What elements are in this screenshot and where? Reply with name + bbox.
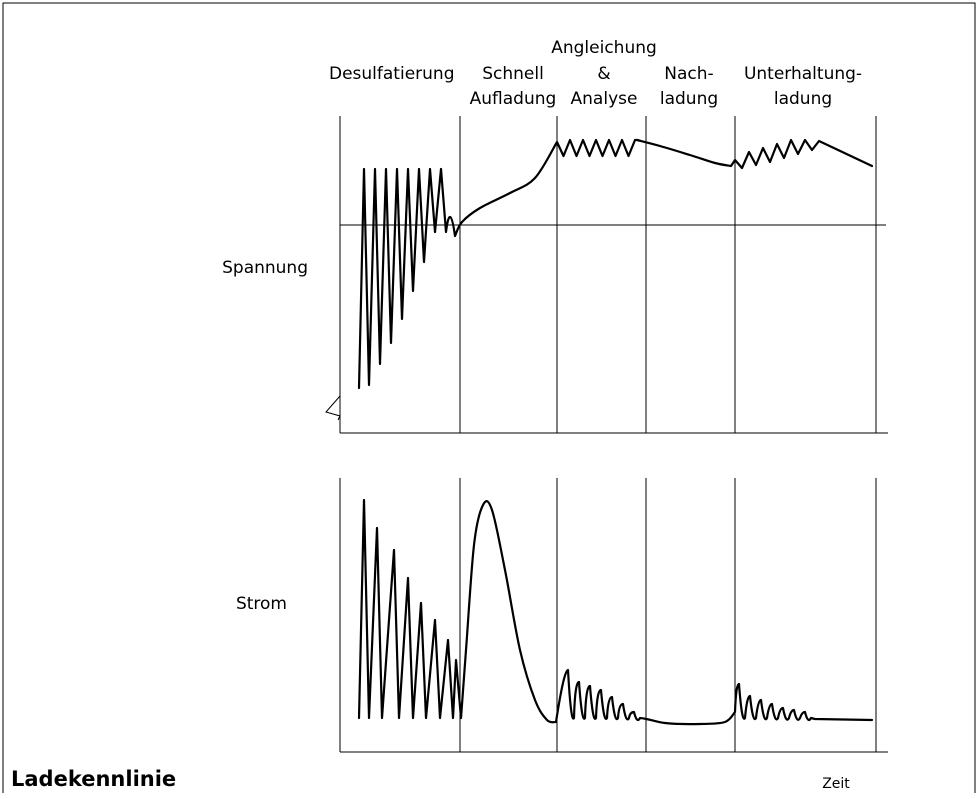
voltage-panel — [325, 116, 888, 434]
axis-break-icon — [325, 395, 341, 421]
phase-label-angleichung-line2: & — [597, 64, 610, 84]
phase-label-unterhaltung-line2: ladung — [774, 89, 832, 109]
diagram-title: Ladekennlinie — [11, 767, 176, 791]
phase-label-nachladung-line1: Nach- — [664, 64, 713, 84]
phase-label-desulfatierung: Desulfatierung — [329, 64, 454, 84]
phase-label-unterhaltung-line1: Unterhaltung- — [744, 64, 862, 84]
y-label-strom: Strom — [236, 594, 287, 614]
current-panel — [339, 478, 888, 753]
voltage-curve — [357, 138, 874, 390]
phase-label-schnell-line1: Schnell — [482, 64, 544, 84]
phase-label-nachladung-line2: ladung — [660, 89, 718, 109]
x-label-zeit: Zeit — [822, 776, 850, 792]
current-curve — [357, 498, 874, 726]
phase-label-angleichung-line1: Angleichung — [551, 38, 657, 58]
phase-label-angleichung-line3: Analyse — [571, 89, 638, 109]
phase-label-schnell-line2: Aufladung — [470, 89, 557, 109]
y-label-spannung: Spannung — [222, 258, 308, 278]
